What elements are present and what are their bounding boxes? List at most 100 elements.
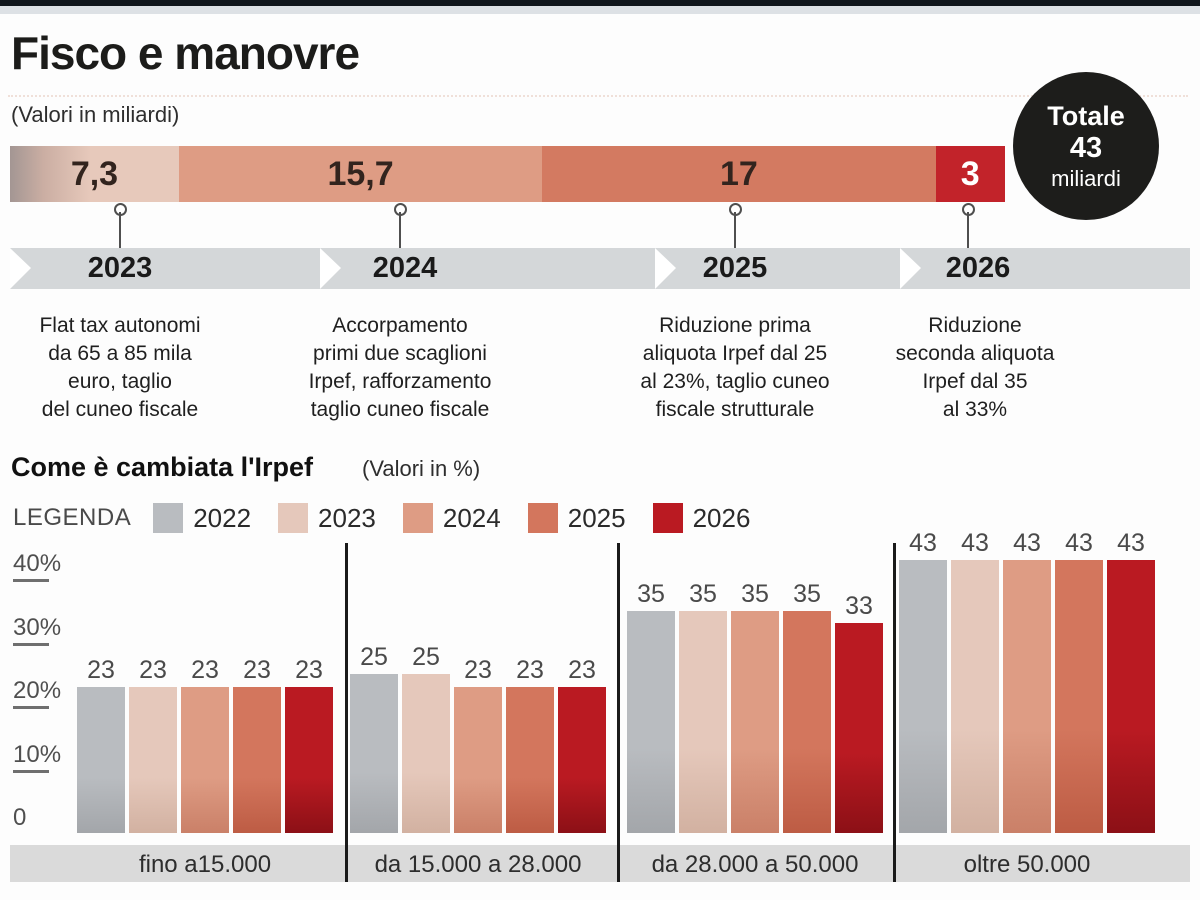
bar-2022 [627, 610, 675, 833]
total-bar-segment-2026: 3 [935, 146, 1005, 202]
dotted-separator [8, 95, 1188, 97]
group-label: da 15.000 a 28.000 [374, 851, 582, 878]
group-band [10, 845, 345, 882]
bar-2024 [731, 610, 779, 833]
group-divider [345, 543, 348, 882]
group-divider [893, 543, 896, 882]
y-axis-tick [13, 769, 49, 773]
legend-label: 2026 [692, 502, 751, 533]
legend-item-2025: 2025 [527, 502, 626, 534]
group-band [348, 845, 617, 882]
legend-swatch [402, 503, 433, 533]
top-dark-strip [0, 0, 1200, 6]
group-label: oltre 50.000 [963, 851, 1091, 878]
total-badge-value: 43 [1069, 132, 1103, 165]
stacked-total-bar: 7,3 15,7 17 3 [10, 146, 1005, 202]
bar-2025 [1055, 559, 1103, 833]
bar-value-label: 35 [741, 579, 769, 608]
bar-value-label: 43 [909, 528, 937, 557]
total-bar-segment-value: 7,3 [70, 154, 119, 193]
bar-value-label: 23 [139, 655, 167, 684]
bar-value-label: 23 [243, 655, 271, 684]
group-label: fino a15.000 [138, 851, 272, 878]
legend-item-2022: 2022 [153, 503, 251, 534]
bar-2023 [129, 686, 177, 833]
bar-2026 [285, 686, 333, 833]
legend-label: 2025 [567, 502, 626, 533]
bar-value-label: 35 [637, 579, 665, 608]
y-axis-label: 30% [13, 613, 62, 641]
bar-value-label: 23 [464, 655, 492, 684]
total-badge-unit: miliardi [1051, 165, 1121, 191]
pin-line [399, 212, 401, 248]
bar-2025 [783, 610, 831, 833]
pin-line [119, 212, 121, 248]
pin-line [734, 212, 736, 248]
year-description: Accorpamento primi due scaglioni Irpef, … [308, 314, 492, 421]
group-label: da 28.000 a 50.000 [651, 851, 859, 878]
legend-item-2026: 2026 [652, 502, 751, 534]
page-title: Fisco e manovre [11, 27, 360, 79]
y-axis-label: 0 [13, 804, 27, 831]
legend-label: 2022 [193, 502, 252, 533]
bar-value-label: 23 [295, 655, 323, 684]
legend-item-2023: 2023 [278, 503, 376, 534]
y-axis-label: 40% [13, 550, 62, 577]
year-label: 2025 [702, 252, 768, 284]
total-bar-segment-2025: 17 [542, 146, 936, 202]
bar-2025 [233, 686, 281, 833]
chevron-right-icon [900, 248, 921, 289]
chevron-right-icon [10, 248, 31, 289]
legend-swatch [153, 503, 184, 533]
top-light-strip [0, 6, 1200, 14]
total-bar-segment-value: 15,7 [327, 154, 394, 193]
group-band [896, 845, 1190, 882]
bar-value-label: 43 [961, 528, 989, 557]
bar-2026 [1107, 559, 1155, 833]
legend-swatch [652, 503, 683, 533]
year-description: Flat tax autonomi da 65 a 85 mila euro, … [39, 314, 201, 421]
bar-value-label: 35 [689, 579, 717, 608]
pin-line [967, 212, 969, 248]
bar-value-label: 23 [87, 655, 115, 684]
bar-value-label: 25 [412, 643, 440, 672]
bar-2026 [835, 623, 883, 833]
year-label: 2023 [87, 252, 153, 284]
bar-2022 [77, 686, 125, 833]
bar-value-label: 43 [1065, 528, 1093, 557]
bar-value-label: 43 [1117, 528, 1145, 557]
legend-label: 2024 [442, 502, 501, 533]
chevron-right-icon [655, 248, 676, 289]
legend-swatch [278, 503, 309, 533]
y-axis-label: 10% [13, 740, 62, 768]
bar-2023 [679, 610, 727, 833]
year-label: 2024 [372, 252, 438, 284]
total-badge-caption: Totale [1047, 101, 1125, 132]
group-band [620, 845, 893, 882]
bar-2024 [1003, 559, 1051, 833]
bar-value-label: 25 [360, 643, 388, 672]
total-bar-segment-value: 17 [719, 154, 758, 193]
group-divider [617, 543, 620, 882]
bar-value-label: 23 [568, 655, 596, 684]
section-subtitle: (Valori in %) [362, 456, 481, 481]
chevron-right-icon [320, 248, 341, 289]
bar-2022 [350, 674, 398, 833]
total-bar-segment-2024: 15,7 [178, 146, 543, 202]
year-description: Riduzione prima aliquota Irpef dal 25 al… [640, 314, 830, 421]
chart-legend: LEGENDA 2022 2023 2024 2025 2026 [13, 500, 777, 536]
bar-2026 [558, 686, 606, 833]
y-axis-tick [13, 579, 49, 582]
page-subtitle: (Valori in miliardi) [11, 102, 180, 127]
section-title: Come è cambiata l'Irpef [11, 452, 314, 482]
total-badge: Totale 43 miliardi [1013, 72, 1159, 220]
bar-2025 [506, 686, 554, 833]
legend-item-2024: 2024 [402, 502, 501, 534]
year-band [10, 248, 1190, 289]
bar-value-label: 23 [191, 655, 219, 684]
legend-swatch [527, 503, 558, 533]
bar-value-label: 43 [1013, 528, 1041, 557]
bar-value-label: 33 [845, 592, 873, 621]
bar-2023 [402, 674, 450, 833]
